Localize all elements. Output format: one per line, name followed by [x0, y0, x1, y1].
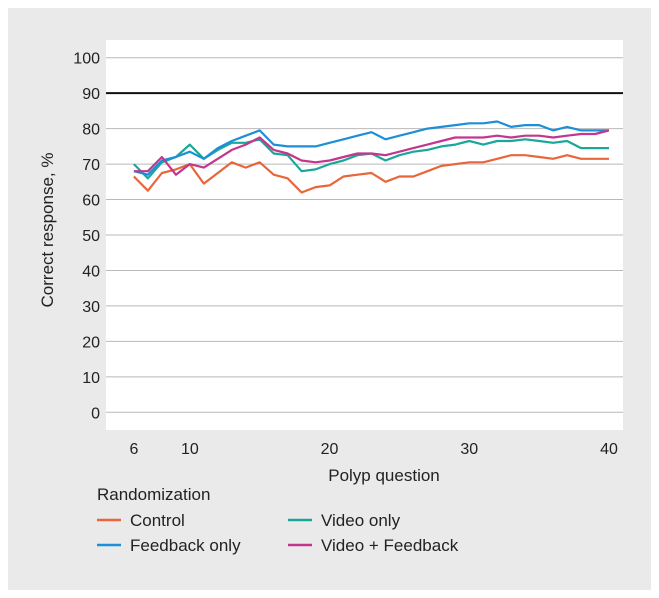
- legend-label-video-only: Video only: [321, 511, 401, 530]
- series-lines: [133, 120, 610, 194]
- y-tick-label-10: 10: [82, 370, 100, 387]
- x-axis-title: Polyp question: [328, 466, 440, 485]
- legend-label-control: Control: [130, 511, 185, 530]
- y-tick-label-20: 20: [82, 334, 100, 351]
- series-line-control: [133, 154, 609, 194]
- y-tick-label-0: 0: [91, 405, 100, 422]
- y-tick-label-60: 60: [82, 193, 100, 210]
- legend-title: Randomization: [97, 485, 210, 504]
- x-tick-label-20: 20: [321, 441, 339, 458]
- x-tick-label-40: 40: [600, 441, 618, 458]
- x-tick-label-6: 6: [129, 441, 138, 458]
- x-tick-label-10: 10: [181, 441, 199, 458]
- y-tick-label-40: 40: [82, 263, 100, 280]
- y-tick-label-100: 100: [73, 51, 100, 68]
- y-tick-label-80: 80: [82, 122, 100, 139]
- y-tick-labels: 0 10 20 30 40 50 60 70 80 90 100: [73, 51, 100, 423]
- y-tick-label-70: 70: [82, 157, 100, 174]
- y-axis-title: Correct response, %: [38, 153, 57, 308]
- legend-label-feedback-only: Feedback only: [130, 536, 241, 555]
- y-tick-label-50: 50: [82, 228, 100, 245]
- legend: Control Video only Feedback only Video + Fe…: [97, 511, 459, 555]
- x-tick-labels: 6 10 20 30 40: [129, 441, 618, 458]
- series-line-video-feedback: [133, 129, 610, 176]
- y-tick-label-90: 90: [82, 86, 100, 103]
- x-tick-label-30: 30: [460, 441, 478, 458]
- legend-label-video-feedback: Video + Feedback: [321, 536, 459, 555]
- series-line-feedback-only: [133, 120, 609, 176]
- y-tick-label-30: 30: [82, 299, 100, 316]
